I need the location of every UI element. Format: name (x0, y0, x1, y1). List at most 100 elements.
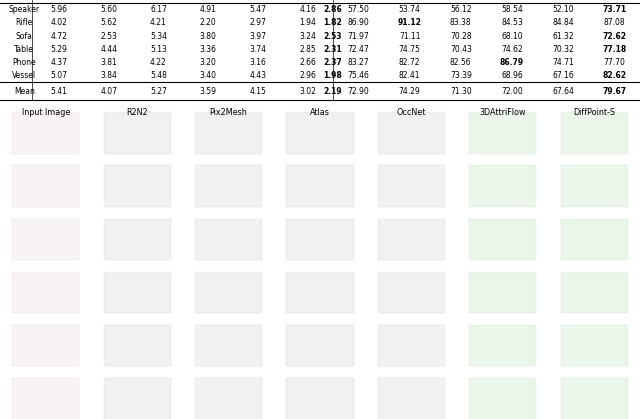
Text: 61.32: 61.32 (552, 31, 574, 41)
Text: 57.50: 57.50 (348, 5, 369, 14)
Text: 5.13: 5.13 (150, 45, 167, 54)
Text: 4.21: 4.21 (150, 18, 167, 27)
Text: 71.11: 71.11 (399, 31, 420, 41)
Bar (195, 219, 262, 260)
Text: 3.59: 3.59 (200, 87, 217, 96)
Text: 53.74: 53.74 (399, 5, 420, 14)
Bar (12, 272, 79, 313)
Text: 5.07: 5.07 (51, 71, 67, 80)
Text: 5.60: 5.60 (100, 5, 117, 14)
Text: 77.70: 77.70 (604, 58, 625, 67)
Text: 3.24: 3.24 (300, 31, 316, 41)
Text: 5.27: 5.27 (150, 87, 167, 96)
Text: 4.22: 4.22 (150, 58, 167, 67)
Text: 2.86: 2.86 (323, 5, 342, 14)
Text: 52.10: 52.10 (552, 5, 574, 14)
Text: 2.37: 2.37 (323, 58, 342, 67)
Text: 72.47: 72.47 (348, 45, 369, 54)
Bar (469, 378, 536, 419)
Text: 2.96: 2.96 (300, 71, 316, 80)
Bar (561, 219, 628, 260)
Text: 73.71: 73.71 (602, 5, 627, 14)
Bar (12, 219, 79, 260)
Text: 5.47: 5.47 (250, 5, 267, 14)
Text: 1.94: 1.94 (300, 18, 316, 27)
Bar (195, 166, 262, 207)
Text: 74.62: 74.62 (501, 45, 523, 54)
Text: 3DAttriFlow: 3DAttriFlow (479, 108, 526, 117)
Text: 72.00: 72.00 (501, 87, 523, 96)
Text: 84.84: 84.84 (552, 18, 574, 27)
Text: 2.85: 2.85 (300, 45, 316, 54)
Text: 4.44: 4.44 (100, 45, 117, 54)
Text: 71.97: 71.97 (348, 31, 369, 41)
Bar (104, 378, 171, 419)
Bar (469, 272, 536, 313)
Text: 3.84: 3.84 (100, 71, 117, 80)
Text: 77.18: 77.18 (602, 45, 627, 54)
Text: 2.97: 2.97 (250, 18, 266, 27)
Bar (378, 272, 445, 313)
Text: 82.62: 82.62 (602, 71, 627, 80)
Text: 5.29: 5.29 (51, 45, 67, 54)
Text: 3.81: 3.81 (100, 58, 117, 67)
Bar (195, 272, 262, 313)
Text: 68.10: 68.10 (501, 31, 523, 41)
Bar (561, 325, 628, 366)
Text: Mean: Mean (14, 87, 35, 96)
Text: 70.43: 70.43 (450, 45, 472, 54)
Text: 4.16: 4.16 (300, 5, 316, 14)
Bar (195, 378, 262, 419)
Text: 5.48: 5.48 (150, 71, 167, 80)
Text: 4.02: 4.02 (51, 18, 67, 27)
Text: 83.38: 83.38 (450, 18, 472, 27)
Bar (12, 325, 79, 366)
Text: 71.30: 71.30 (450, 87, 472, 96)
Bar (378, 325, 445, 366)
Text: Atlas: Atlas (310, 108, 330, 117)
Text: 73.39: 73.39 (450, 71, 472, 80)
Bar (12, 166, 79, 207)
Text: 3.20: 3.20 (200, 58, 217, 67)
Text: 4.15: 4.15 (250, 87, 266, 96)
Text: 74.75: 74.75 (399, 45, 420, 54)
Bar (195, 112, 262, 154)
Text: 72.62: 72.62 (602, 31, 627, 41)
Text: Input Image: Input Image (22, 108, 70, 117)
Text: Rifle: Rifle (16, 18, 33, 27)
Bar (561, 112, 628, 154)
Text: 70.32: 70.32 (552, 45, 574, 54)
Bar (561, 272, 628, 313)
Bar (561, 166, 628, 207)
Text: 91.12: 91.12 (397, 18, 422, 27)
Text: Pix2Mesh: Pix2Mesh (210, 108, 248, 117)
Text: 4.72: 4.72 (51, 31, 67, 41)
Text: 2.53: 2.53 (100, 31, 117, 41)
Text: 3.40: 3.40 (200, 71, 217, 80)
Text: 3.80: 3.80 (200, 31, 217, 41)
Text: 2.66: 2.66 (300, 58, 316, 67)
Text: 3.02: 3.02 (300, 87, 316, 96)
Text: 2.31: 2.31 (323, 45, 342, 54)
Bar (195, 325, 262, 366)
Text: 67.16: 67.16 (552, 71, 574, 80)
Text: 82.41: 82.41 (399, 71, 420, 80)
Bar (378, 166, 445, 207)
Bar (378, 219, 445, 260)
Text: 83.27: 83.27 (348, 58, 369, 67)
Bar (12, 378, 79, 419)
Text: 3.74: 3.74 (250, 45, 267, 54)
Bar (104, 112, 171, 154)
Text: 79.67: 79.67 (602, 87, 627, 96)
Bar (287, 166, 353, 207)
Bar (104, 325, 171, 366)
Text: OccNet: OccNet (397, 108, 426, 117)
Text: Vessel: Vessel (12, 71, 36, 80)
Text: 87.08: 87.08 (604, 18, 625, 27)
Text: 5.41: 5.41 (51, 87, 67, 96)
Text: 72.90: 72.90 (348, 87, 369, 96)
Bar (287, 112, 353, 154)
Text: Speaker: Speaker (9, 5, 40, 14)
Text: 4.37: 4.37 (51, 58, 67, 67)
Text: 74.71: 74.71 (552, 58, 574, 67)
